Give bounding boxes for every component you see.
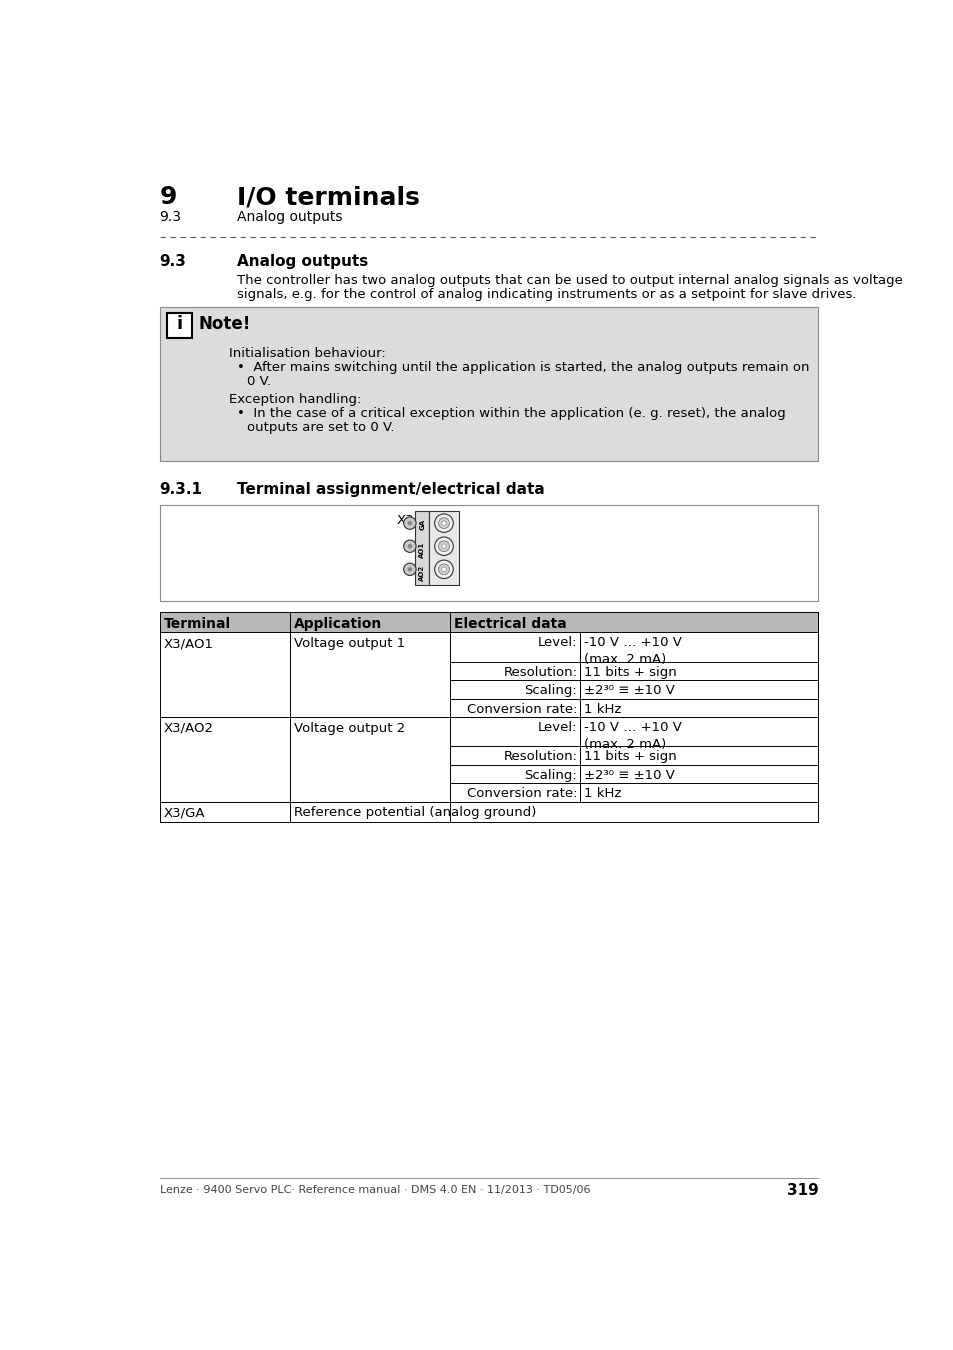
Circle shape [407, 567, 412, 571]
Text: •  After mains switching until the application is started, the analog outputs re: • After mains switching until the applic… [236, 360, 809, 374]
Text: Voltage output 1: Voltage output 1 [294, 637, 404, 651]
Text: Exception handling:: Exception handling: [229, 393, 361, 406]
Text: 11 bits + sign: 11 bits + sign [583, 666, 677, 679]
Text: Conversion rate:: Conversion rate: [466, 702, 577, 716]
Text: ±2³⁰ ≡ ±10 V: ±2³⁰ ≡ ±10 V [583, 768, 675, 782]
Text: •  In the case of a critical exception within the application (e. g. reset), the: • In the case of a critical exception wi… [236, 406, 785, 420]
Text: Analog outputs: Analog outputs [236, 254, 368, 270]
Bar [159, 802, 818, 822]
Text: Scaling:: Scaling: [524, 768, 577, 782]
Text: -10 V … +10 V
(max. 2 mA): -10 V … +10 V (max. 2 mA) [583, 636, 681, 667]
Circle shape [403, 540, 416, 552]
Circle shape [441, 567, 446, 571]
Text: Application: Application [294, 617, 381, 630]
Text: AO1: AO1 [418, 541, 425, 558]
Circle shape [435, 537, 453, 555]
Bar [159, 632, 818, 717]
Text: Terminal assignment/electrical data: Terminal assignment/electrical data [236, 482, 544, 497]
Bar [159, 306, 818, 460]
Text: X3/GA: X3/GA [163, 806, 205, 819]
Bar [415, 510, 429, 585]
Circle shape [403, 563, 416, 575]
Text: i: i [176, 316, 183, 333]
Text: 9.3: 9.3 [159, 254, 186, 270]
Bar [429, 510, 458, 585]
Text: Scaling:: Scaling: [524, 684, 577, 697]
Text: X3/AO1: X3/AO1 [163, 637, 213, 651]
Text: Voltage output 2: Voltage output 2 [294, 722, 404, 734]
Text: 11 bits + sign: 11 bits + sign [583, 751, 677, 763]
Text: signals, e.g. for the control of analog indicating instruments or as a setpoint : signals, e.g. for the control of analog … [236, 288, 856, 301]
Text: GA: GA [418, 518, 425, 529]
Text: Resolution:: Resolution: [503, 751, 577, 763]
Text: 9.3: 9.3 [159, 209, 181, 224]
Text: X3: X3 [395, 514, 414, 526]
Text: Note!: Note! [198, 316, 251, 333]
Circle shape [407, 521, 412, 525]
Text: Conversion rate:: Conversion rate: [466, 787, 577, 801]
Circle shape [441, 544, 446, 548]
Text: 1 kHz: 1 kHz [583, 787, 621, 801]
Text: Lenze · 9400 Servo PLC· Reference manual · DMS 4.0 EN · 11/2013 · TD05/06: Lenze · 9400 Servo PLC· Reference manual… [159, 1184, 590, 1195]
Circle shape [438, 564, 449, 575]
Text: X3/AO2: X3/AO2 [163, 722, 213, 734]
Text: AO2: AO2 [418, 564, 425, 580]
Text: Level:: Level: [537, 721, 577, 734]
Text: I/O terminals: I/O terminals [236, 185, 419, 209]
Text: 319: 319 [785, 1183, 818, 1197]
Circle shape [441, 521, 446, 525]
Bar [159, 717, 818, 802]
Text: 0 V.: 0 V. [247, 374, 271, 387]
Text: 9.3.1: 9.3.1 [159, 482, 202, 497]
Text: Electrical data: Electrical data [454, 617, 566, 630]
Circle shape [407, 544, 412, 548]
Text: -10 V … +10 V
(max. 2 mA): -10 V … +10 V (max. 2 mA) [583, 721, 681, 751]
Text: Terminal: Terminal [163, 617, 231, 630]
Bar [159, 505, 818, 601]
Circle shape [435, 514, 453, 532]
Circle shape [438, 541, 449, 552]
Text: Analog outputs: Analog outputs [236, 209, 342, 224]
Text: Resolution:: Resolution: [503, 666, 577, 679]
Text: Level:: Level: [537, 636, 577, 649]
Circle shape [438, 518, 449, 528]
Bar [159, 613, 818, 632]
Text: outputs are set to 0 V.: outputs are set to 0 V. [247, 421, 395, 433]
Text: 9: 9 [159, 185, 176, 209]
Text: Initialisation behaviour:: Initialisation behaviour: [229, 347, 386, 360]
Circle shape [403, 517, 416, 529]
Bar [167, 313, 192, 338]
Text: ±2³⁰ ≡ ±10 V: ±2³⁰ ≡ ±10 V [583, 684, 675, 697]
Text: 1 kHz: 1 kHz [583, 702, 621, 716]
Circle shape [435, 560, 453, 579]
Text: The controller has two analog outputs that can be used to output internal analog: The controller has two analog outputs th… [236, 274, 902, 286]
Text: Reference potential (analog ground): Reference potential (analog ground) [294, 806, 536, 819]
